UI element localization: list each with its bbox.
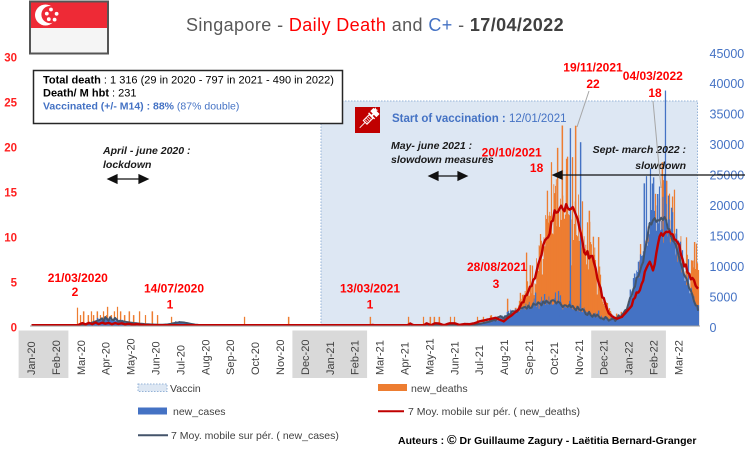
svg-text:45000: 45000 [710,47,745,61]
svg-text:May- june 2021 :: May- june 2021 : [391,140,472,152]
svg-text:Sep-21: Sep-21 [524,340,536,375]
svg-text:Total death : 1 316 (29 in 202: Total death : 1 316 (29 in 2020 - 797 in… [43,75,334,87]
svg-text:Dec-21: Dec-21 [599,340,611,375]
svg-text:Jan-22: Jan-22 [624,341,636,375]
svg-text:Death/ M hbt : 231: Death/ M hbt : 231 [43,88,137,100]
svg-text:Dec-20: Dec-20 [300,340,312,375]
svg-text:Sep-20: Sep-20 [225,340,237,375]
svg-text:Feb-21: Feb-21 [350,340,362,375]
svg-text:15: 15 [4,188,17,200]
svg-text:20/10/2021: 20/10/2021 [482,146,542,160]
svg-text:Jan-20: Jan-20 [26,341,38,375]
svg-text:20000: 20000 [710,199,745,213]
svg-text:Oct-20: Oct-20 [250,342,262,375]
svg-text:30000: 30000 [710,138,745,152]
svg-text:May-20: May-20 [126,338,138,375]
svg-text:Feb-22: Feb-22 [649,340,661,375]
svg-text:Aug-20: Aug-20 [200,340,212,375]
svg-text:Vaccin: Vaccin [170,383,201,395]
svg-text:Mar-21: Mar-21 [375,340,387,375]
svg-text:Jul-20: Jul-20 [175,345,187,375]
svg-text:13/03/2021: 13/03/2021 [340,282,400,296]
svg-text:40000: 40000 [710,77,745,91]
svg-text:slowdown: slowdown [635,160,686,172]
svg-text:14/07/2020: 14/07/2020 [144,282,204,296]
svg-text:Aug-21: Aug-21 [499,340,511,375]
svg-text:21/03/2020: 21/03/2020 [48,271,108,285]
svg-text:Nov-20: Nov-20 [275,340,287,375]
svg-text:2: 2 [72,285,79,299]
svg-text:22: 22 [586,77,600,91]
svg-text:10000: 10000 [710,260,745,274]
svg-text:Mar-20: Mar-20 [76,340,88,375]
svg-text:new_cases: new_cases [173,406,226,418]
svg-text:new_deaths: new_deaths [411,383,468,395]
svg-text:April - june 2020 :: April - june 2020 : [102,145,191,157]
svg-text:28/08/2021: 28/08/2021 [467,260,527,274]
svg-text:10: 10 [4,233,17,245]
svg-text:19/11/2021: 19/11/2021 [563,61,623,75]
svg-text:Jun-21: Jun-21 [449,341,461,375]
svg-text:25: 25 [4,97,17,109]
svg-text:20: 20 [4,143,17,155]
svg-text:Singapore - Daily Death and C+: Singapore - Daily Death and C+ - 17/04/2… [186,15,564,35]
svg-text:18: 18 [648,86,662,100]
svg-text:18: 18 [530,161,544,175]
svg-text:Jun-20: Jun-20 [151,341,163,375]
svg-text:3: 3 [493,277,500,291]
svg-text:slowdown measures: slowdown measures [391,154,494,166]
svg-text:1: 1 [167,298,174,312]
svg-text:Sept- march 2022 :: Sept- march 2022 : [593,144,686,156]
svg-text:5000: 5000 [710,291,738,305]
svg-text:Jul-21: Jul-21 [474,345,486,375]
svg-text:04/03/2022: 04/03/2022 [623,69,683,83]
svg-text:Auteurs : © Dr Guillaume Zagur: Auteurs : © Dr Guillaume Zagury - Laëtit… [398,432,696,447]
svg-text:May-21: May-21 [424,338,436,375]
svg-text:Jan-21: Jan-21 [325,341,337,375]
svg-text:Vaccinated (+/- M14) : 88% (87: Vaccinated (+/- M14) : 88% (87% double) [43,101,239,113]
svg-text:35000: 35000 [710,108,745,122]
svg-text:5: 5 [11,278,18,290]
svg-text:30: 30 [4,52,17,64]
svg-text:lockdown: lockdown [103,159,151,171]
svg-text:0: 0 [11,323,17,335]
svg-text:Mar-22: Mar-22 [673,340,685,375]
svg-text:7 Moy. mobile sur pér. ( new_c: 7 Moy. mobile sur pér. ( new_cases) [171,430,339,442]
svg-text:Apr-20: Apr-20 [101,342,113,375]
svg-text:0: 0 [710,321,717,335]
svg-text:25000: 25000 [710,169,745,183]
svg-text:15000: 15000 [710,230,745,244]
svg-text:7 Moy. mobile sur pér. ( new_d: 7 Moy. mobile sur pér. ( new_deaths) [408,406,580,418]
svg-text:Apr-21: Apr-21 [400,342,412,375]
svg-text:Feb-20: Feb-20 [51,340,63,375]
svg-text:Nov-21: Nov-21 [574,340,586,375]
svg-text:Start of vaccination : 12/01/2: Start of vaccination : 12/01/2021 [392,113,567,125]
svg-text:Oct-21: Oct-21 [549,342,561,375]
svg-text:1: 1 [367,298,374,312]
